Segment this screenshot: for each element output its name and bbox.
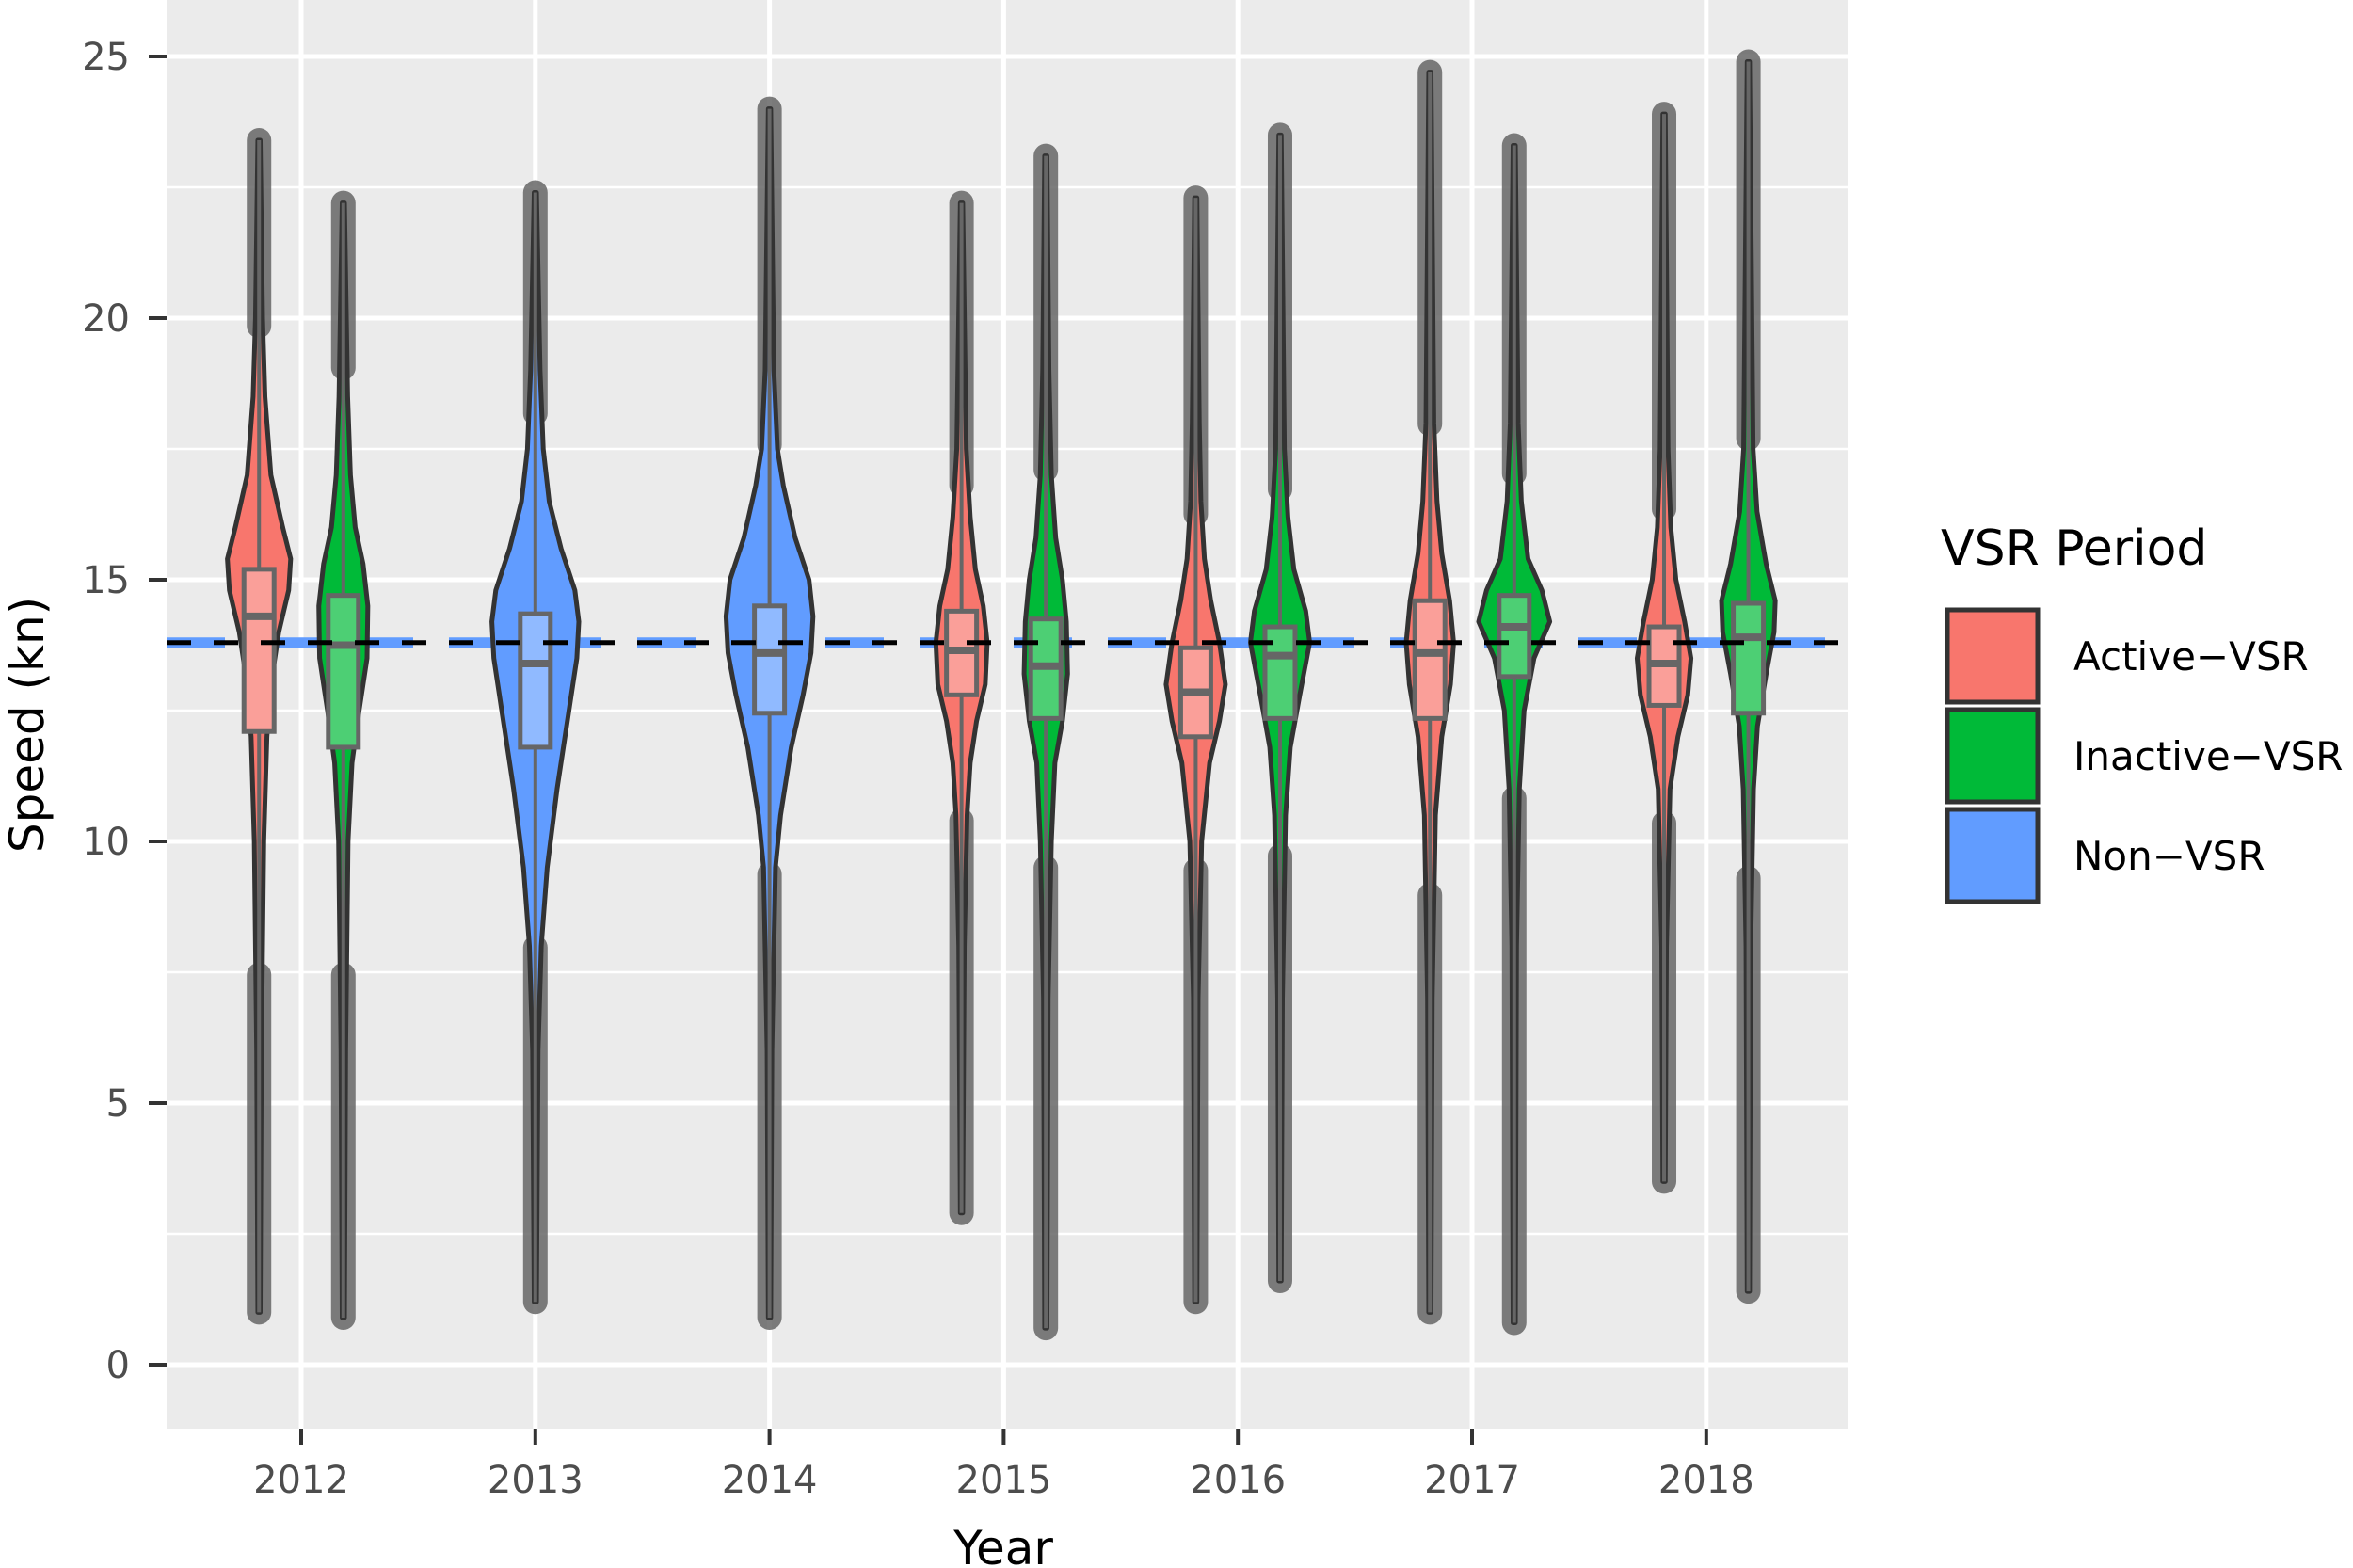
violin-2017-inactive-vsr xyxy=(1476,143,1553,1326)
y-tick-label: 5 xyxy=(106,1082,130,1126)
x-tick-label: 2013 xyxy=(488,1459,584,1502)
y-axis: 0 5 10 15 20 25 xyxy=(82,36,167,1387)
y-tick-label: 10 xyxy=(82,821,130,864)
violin-2017-active-vsr xyxy=(1403,70,1456,1315)
x-axis-title: Year xyxy=(952,1521,1053,1568)
violin-2015-active-vsr xyxy=(933,200,990,1216)
y-axis-title: Speed (kn) xyxy=(0,597,55,853)
x-tick-label: 2012 xyxy=(253,1459,349,1502)
violin-2015-inactive-vsr xyxy=(1021,153,1070,1331)
legend-label: Active−VSR xyxy=(2073,633,2309,680)
violin-2016-active-vsr xyxy=(1163,195,1228,1304)
legend-swatch xyxy=(1945,607,2041,705)
x-tick-label: 2016 xyxy=(1190,1459,1286,1502)
y-tick-label: 0 xyxy=(106,1344,130,1387)
plot-panel xyxy=(167,0,1848,1429)
x-tick-label: 2017 xyxy=(1424,1459,1520,1502)
legend-swatch xyxy=(1945,707,2041,805)
legend: VSR Period Active−VSR Inactive−VSR Non−VSR xyxy=(1941,520,2343,904)
x-tick-label: 2018 xyxy=(1658,1459,1754,1502)
y-tick-label: 20 xyxy=(82,297,130,341)
x-tick-label: 2015 xyxy=(956,1459,1052,1502)
violin-2014-non-vsr xyxy=(723,106,816,1320)
x-axis: 2012 2013 2014 2015 2016 2017 2018 xyxy=(253,1429,1754,1502)
legend-item: Active−VSR xyxy=(1945,607,2309,705)
violin-2012-active-vsr xyxy=(225,137,294,1315)
legend-label: Non−VSR xyxy=(2073,833,2265,879)
violin-2016-inactive-vsr xyxy=(1247,132,1312,1284)
y-tick-label: 25 xyxy=(82,36,130,79)
violins xyxy=(225,59,1778,1331)
violin-2012-inactive-vsr xyxy=(316,200,371,1320)
legend-item: Inactive−VSR xyxy=(1945,707,2343,805)
legend-swatch xyxy=(1945,807,2041,904)
x-tick-label: 2014 xyxy=(722,1459,818,1502)
violin-2018-active-vsr xyxy=(1634,111,1694,1184)
violin-2018-inactive-vsr xyxy=(1719,59,1778,1294)
legend-label: Inactive−VSR xyxy=(2073,733,2343,779)
legend-title: VSR Period xyxy=(1941,520,2207,577)
legend-item: Non−VSR xyxy=(1945,807,2265,904)
violin-2013-non-vsr xyxy=(489,190,582,1304)
minor-gridlines xyxy=(167,185,1848,1236)
y-tick-label: 15 xyxy=(82,559,130,602)
